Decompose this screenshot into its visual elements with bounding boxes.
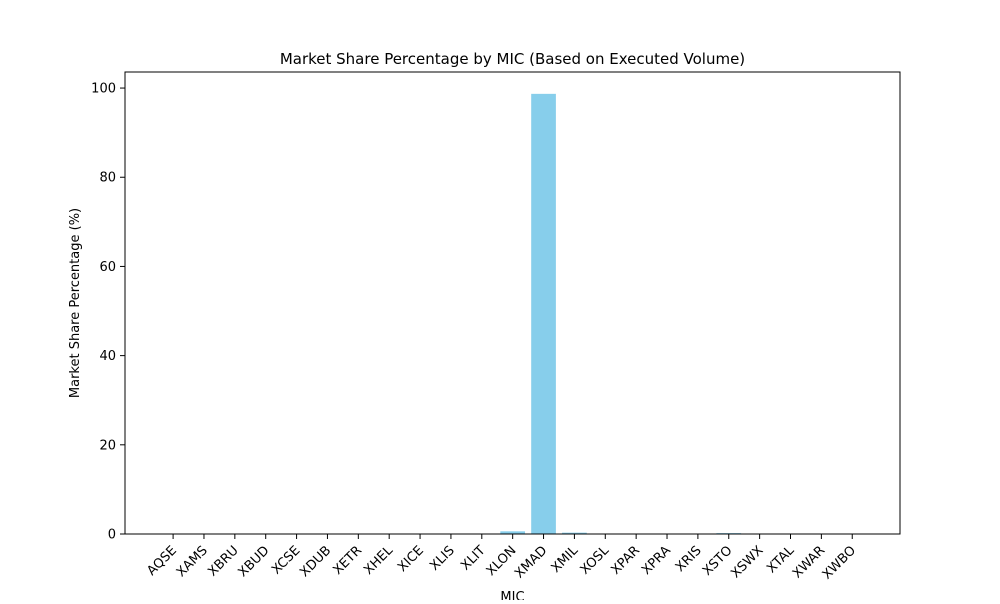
y-axis-label: Market Share Percentage (%)	[68, 208, 83, 398]
y-tick-label: 40	[99, 349, 116, 364]
x-tick-label-xpra: XPRA	[639, 543, 674, 578]
y-tick-label: 20	[99, 438, 116, 453]
x-tick-label-xris: XRIS	[673, 543, 705, 575]
bar-xmad	[531, 93, 556, 534]
x-tick-label-xmil: XMIL	[549, 543, 582, 576]
x-tick-label-xhel: XHEL	[361, 543, 396, 578]
x-tick-label-aqse: AQSE	[144, 543, 180, 579]
bar-xmil	[562, 532, 587, 534]
x-tick-label-xbru: XBRU	[205, 543, 241, 579]
x-tick-label-xcse: XCSE	[269, 543, 303, 577]
x-axis-label: MIC	[500, 590, 524, 600]
y-tick-label: 0	[108, 528, 116, 543]
x-tick-label-xdub: XDUB	[297, 543, 334, 580]
x-tick-label-xams: XAMS	[174, 543, 211, 580]
x-tick-label-xwbo: XWBO	[820, 543, 859, 582]
x-tick-label-xswx: XSWX	[728, 543, 766, 581]
bars-group	[500, 93, 742, 534]
x-tick-label-xice: XICE	[395, 543, 427, 575]
x-tick-label-xpar: XPAR	[608, 543, 643, 578]
y-tick-label: 80	[99, 171, 116, 186]
chart-title: Market Share Percentage by MIC (Based on…	[280, 50, 745, 68]
x-tick-label-xmad: XMAD	[512, 543, 550, 581]
x-tick-label-xbud: XBUD	[236, 543, 273, 580]
y-tick-label: 100	[91, 82, 116, 97]
y-tick-label: 60	[99, 260, 116, 275]
bar-xlon	[500, 531, 526, 534]
plot-area	[124, 71, 901, 535]
x-tick-label-xetr: XETR	[330, 543, 365, 578]
y-axis: 0 20 40 60 80 100	[91, 82, 125, 543]
x-tick-label-xosl: XOSL	[578, 543, 613, 578]
x-tick-label-xlis: XLIS	[427, 543, 458, 574]
